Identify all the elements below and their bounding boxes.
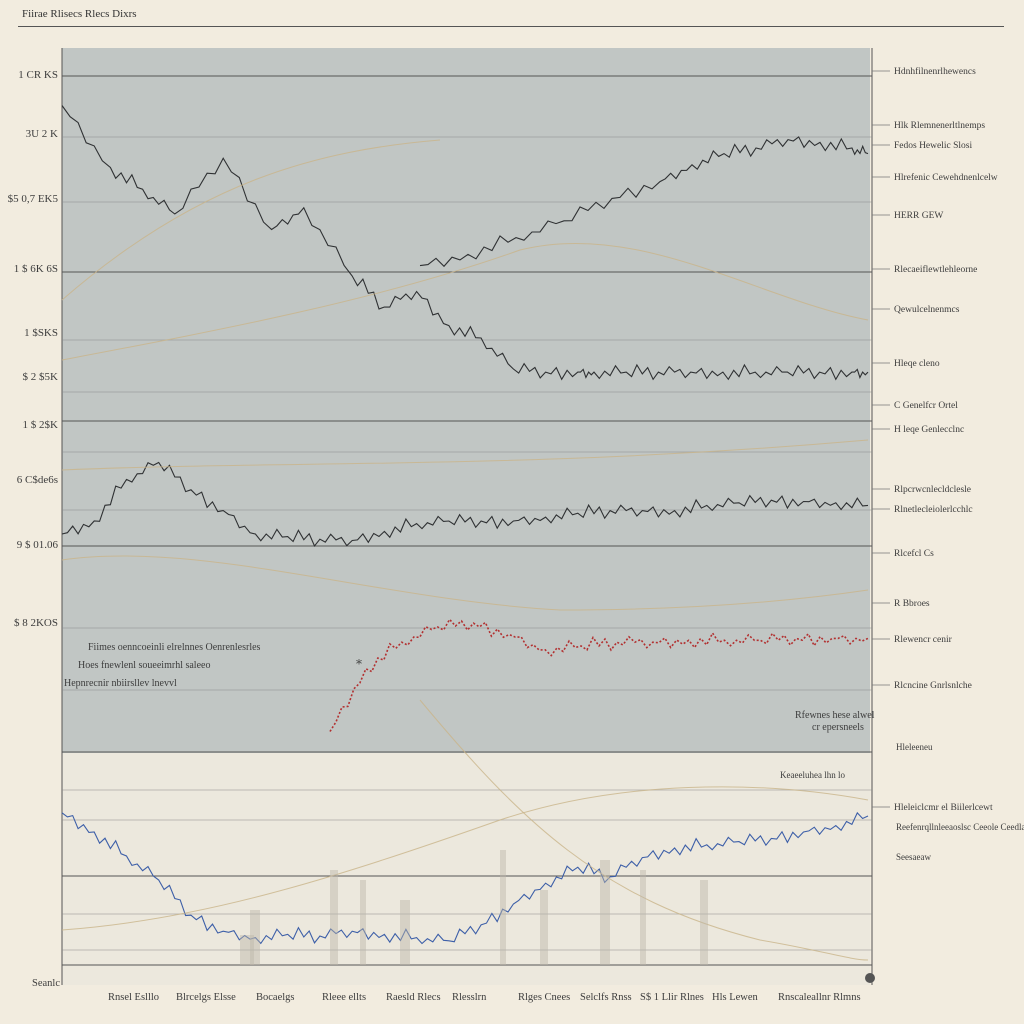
volume-bar [400,900,410,965]
annotation-text: Rfewnes hese alwel [795,710,875,721]
y-tick-label: 1 CR KS [18,69,58,81]
annotation-text: Hepnrecnir nbiirsllev lnevvl [64,678,177,689]
volume-bar [330,870,338,965]
right-label: Hlrefenic Cewehdnenlcelw [894,172,998,183]
y-tick-label: $ 8 2KOS [14,617,58,629]
right-label: Hdnhfilnenrlhewencs [894,66,976,77]
background-curve [61,139,441,301]
background-curve [61,242,869,361]
y-tick-label: 1 $ 2$K [23,419,59,431]
small-label: Keaeeluhea lhn lo [780,770,845,780]
x-tick-label: Rnscaleallnr Rlmns [778,992,861,1003]
series-lower-blue [61,811,869,945]
right-label: Rlecaeiflewtlehleorne [894,264,977,275]
series-middle-black [61,461,869,548]
x-tick-label: Blrcelgs Elsse [176,992,236,1003]
right-label: Rlpcrwcnlecldclesle [894,485,971,495]
x-tick-label: Hls Lewen [712,992,759,1003]
y-tick-label: $5 0,7 EK5 [8,193,59,205]
volume-bar [360,880,366,965]
annotation-text: Hoes fnewlenl soueeimrhl saleeo [78,660,210,671]
background-curve [61,439,869,471]
x-tick-label: Rnsel Eslllo [108,992,159,1003]
volume-bar [540,890,548,965]
volume-bar [240,935,254,965]
end-marker [865,973,875,983]
x-tick-label: Seanlc [32,978,60,989]
x-tick-label: Rlesslrn [452,992,487,1003]
right-label: C Genelfcr Ortel [894,400,958,411]
volume-bar [600,860,610,965]
right-label: Hlk Rlemnenerltlnemps [894,121,985,131]
title-rule [18,26,1004,27]
volume-bar [640,870,646,965]
y-tick-label: 1 $ 6K 6S [14,263,58,275]
y-tick-label: $ 2 $5K [23,371,59,383]
x-tick-label: Rlges Cnees [518,992,570,1003]
right-label: Rlcefcl Cs [894,548,934,559]
y-tick-label: 9 $ 01.06 [17,539,59,551]
background-curve [61,786,869,931]
right-label: Rlnetlecleiolerlcchlc [894,505,973,515]
right-label: Rlewencr cenir [894,635,953,645]
lower-panel [62,753,870,985]
small-label: Reefenrqllnleeaoslsc Ceeole Ceedlalss [896,822,1024,832]
x-tick-label: S$ 1 Llir Rlnes [640,992,704,1003]
right-label: H leqe Genlecclnc [894,425,964,435]
y-tick-label: 6 C$de6s [17,474,58,486]
small-label: Hleleeneu [896,742,933,752]
annotation-text: cr epersneels [812,722,864,733]
background-curve [419,699,869,961]
x-tick-label: Rleee ellts [322,992,366,1003]
volume-bar [500,850,506,965]
right-label: Hleqe cleno [894,359,940,369]
volume-bar [700,880,708,965]
right-label: Rlcncine Gnrlsnlche [894,681,972,691]
upper-panel [62,48,870,753]
series-upper-rise [419,136,869,268]
right-label: R Bbroes [894,599,930,609]
y-tick-label: 3U 2 K [26,128,58,140]
annotation-text: Fiimes oenncoeinli elrelnnes Oenrenlesrl… [88,642,261,653]
right-label: HERR GEW [894,211,943,221]
x-tick-label: Bocaelgs [256,992,295,1003]
volume-bar [250,910,260,965]
series-upper-black [61,105,869,381]
asterisk-marker: * [356,657,362,671]
right-label: Fedos Hewelic Slosi [894,141,972,151]
right-label: Hleleiclcmr el Biilerlcewt [894,803,993,813]
series-red-dotted [329,618,869,732]
x-tick-label: Raesld Rlecs [386,992,441,1003]
small-label: Seesaeaw [896,852,931,862]
background-curve [61,555,869,611]
chart-title: Fiirae Rlisecs Rlecs Dixrs [22,8,137,20]
y-tick-label: 1 $SKS [24,327,58,339]
right-label: Qewulcelnenmcs [894,305,960,315]
x-tick-label: Selclfs Rnss [580,992,632,1003]
